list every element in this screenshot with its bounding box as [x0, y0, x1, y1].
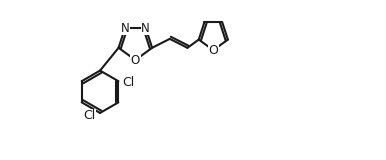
Text: Cl: Cl: [83, 109, 95, 122]
Text: O: O: [208, 44, 218, 57]
Text: O: O: [131, 53, 140, 67]
Text: Cl: Cl: [123, 76, 135, 89]
Text: N: N: [141, 22, 150, 35]
Text: N: N: [120, 22, 129, 35]
